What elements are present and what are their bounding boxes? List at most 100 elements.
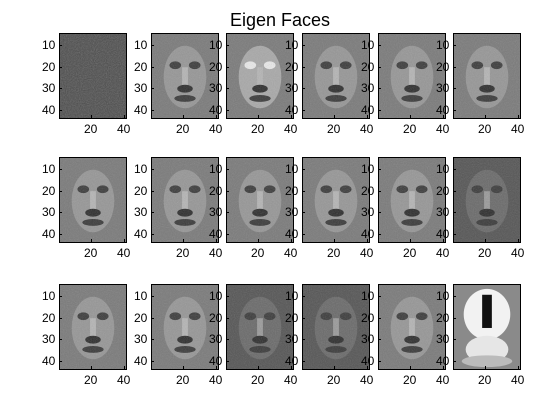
y-tick-mark	[378, 360, 381, 362]
y-tick-mark	[302, 360, 305, 362]
x-tick-label: 20	[403, 122, 417, 136]
y-tick-label: 20	[436, 310, 450, 325]
x-tick-label: 40	[436, 246, 450, 260]
y-tick-mark	[302, 190, 305, 192]
y-tick-mark	[453, 360, 456, 362]
y-tick-label: 30	[134, 81, 148, 95]
x-tick-label: 40	[511, 373, 525, 387]
eigenface-2	[151, 33, 219, 119]
x-tick-label: 40	[209, 373, 223, 387]
x-tick-mark	[334, 239, 335, 242]
y-tick-label: 40	[436, 102, 450, 117]
x-tick-label: 40	[117, 246, 131, 260]
x-tick-label: 20	[327, 122, 341, 136]
x-tick-mark	[258, 239, 259, 242]
y-tick-mark	[302, 212, 305, 213]
x-tick-mark	[443, 366, 444, 369]
y-tick-mark	[378, 109, 381, 111]
y-tick-label: 30	[285, 81, 299, 95]
y-tick-mark	[378, 233, 381, 235]
y-tick-label: 40	[209, 353, 223, 368]
x-tick-mark	[124, 239, 125, 242]
eigenface-image	[303, 158, 369, 242]
y-tick-label: 20	[436, 183, 450, 198]
y-tick-label: 10	[42, 162, 56, 176]
y-tick-mark	[378, 88, 381, 89]
y-tick-label: 10	[42, 289, 56, 303]
x-tick-mark	[91, 366, 92, 369]
y-tick-mark	[226, 88, 229, 89]
y-tick-label: 20	[134, 310, 148, 325]
y-tick-mark	[378, 66, 381, 68]
y-tick-label: 30	[209, 205, 223, 219]
y-tick-label: 20	[209, 59, 223, 74]
y-tick-label: 40	[361, 353, 375, 368]
y-tick-label: 20	[42, 310, 56, 325]
y-tick-label: 20	[42, 59, 56, 74]
y-tick-label: 30	[361, 81, 375, 95]
x-tick-mark	[485, 366, 486, 369]
x-tick-mark	[518, 239, 519, 242]
x-tick-mark	[91, 115, 92, 118]
x-tick-mark	[443, 239, 444, 242]
y-tick-mark	[59, 109, 62, 111]
x-tick-label: 40	[360, 246, 374, 260]
x-tick-mark	[518, 366, 519, 369]
x-tick-label: 20	[84, 122, 98, 136]
eigenface-image	[379, 34, 445, 118]
y-tick-mark	[151, 190, 154, 192]
y-tick-mark	[151, 317, 154, 319]
eigenface-image	[227, 158, 293, 242]
x-tick-mark	[291, 239, 292, 242]
x-tick-label: 40	[117, 373, 131, 387]
y-tick-mark	[226, 45, 229, 46]
x-tick-label: 20	[478, 122, 492, 136]
y-tick-label: 40	[42, 102, 56, 117]
eigenface-4	[302, 33, 370, 119]
y-tick-label: 40	[285, 102, 299, 117]
y-tick-mark	[453, 233, 456, 235]
x-tick-label: 40	[284, 246, 298, 260]
y-tick-mark	[226, 360, 229, 362]
x-tick-label: 20	[403, 373, 417, 387]
y-tick-label: 10	[436, 289, 450, 303]
y-tick-label: 40	[134, 102, 148, 117]
y-tick-label: 10	[361, 162, 375, 176]
y-tick-mark	[151, 66, 154, 68]
x-tick-mark	[183, 239, 184, 242]
y-tick-mark	[226, 66, 229, 68]
y-tick-mark	[453, 339, 456, 340]
x-tick-label: 20	[478, 246, 492, 260]
y-tick-mark	[151, 88, 154, 89]
y-tick-label: 20	[285, 59, 299, 74]
y-tick-mark	[226, 296, 229, 297]
y-tick-label: 10	[285, 38, 299, 52]
x-tick-label: 20	[176, 122, 190, 136]
y-tick-label: 30	[436, 81, 450, 95]
y-tick-label: 30	[285, 332, 299, 346]
x-tick-label: 20	[251, 246, 265, 260]
x-tick-label: 40	[209, 246, 223, 260]
y-tick-mark	[453, 88, 456, 89]
y-tick-mark	[453, 109, 456, 111]
y-tick-label: 40	[436, 353, 450, 368]
y-tick-label: 20	[361, 183, 375, 198]
y-tick-mark	[302, 296, 305, 297]
y-tick-label: 40	[209, 102, 223, 117]
y-tick-mark	[226, 317, 229, 319]
y-tick-label: 40	[209, 226, 223, 241]
y-tick-mark	[226, 233, 229, 235]
x-tick-mark	[91, 239, 92, 242]
y-tick-label: 30	[436, 332, 450, 346]
x-tick-mark	[485, 239, 486, 242]
eigenface-image	[454, 34, 520, 118]
y-tick-mark	[226, 212, 229, 213]
x-tick-label: 40	[360, 122, 374, 136]
y-tick-mark	[151, 296, 154, 297]
x-tick-mark	[124, 366, 125, 369]
y-tick-label: 20	[134, 183, 148, 198]
x-tick-label: 20	[403, 246, 417, 260]
x-tick-mark	[258, 366, 259, 369]
figure-title: Eigen Faces	[229, 10, 331, 30]
